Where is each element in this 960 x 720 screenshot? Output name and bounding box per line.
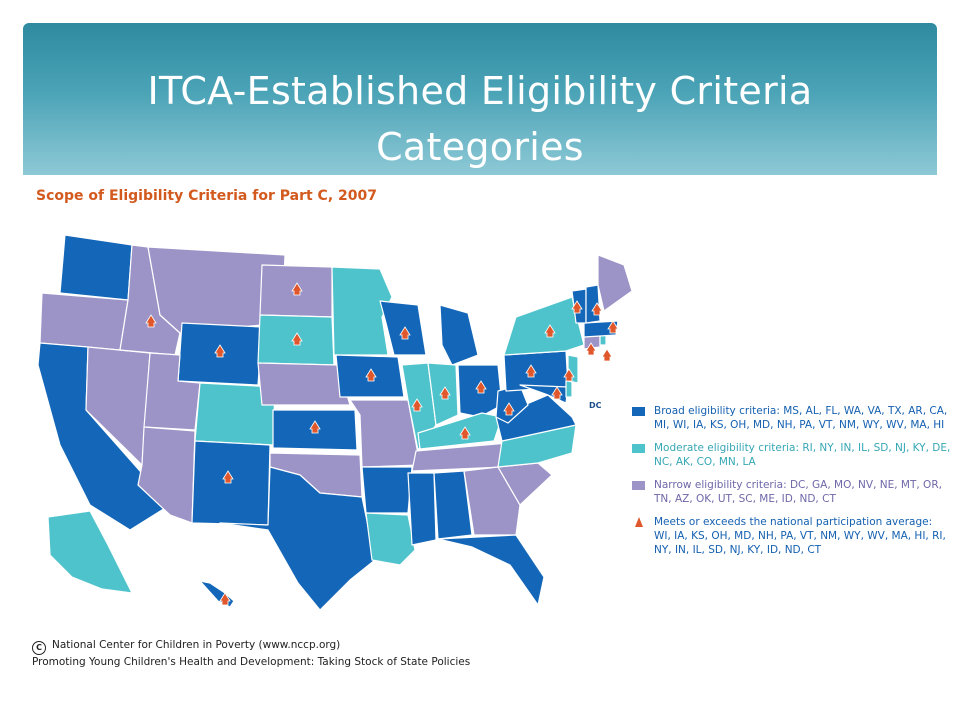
state-va xyxy=(495,394,577,442)
state-ga xyxy=(463,466,521,536)
marker-ma xyxy=(607,320,619,334)
marker-vt xyxy=(571,300,583,314)
state-wi xyxy=(379,300,427,356)
state-mo xyxy=(349,399,421,468)
state-ny xyxy=(503,296,585,356)
slide-header: ITCA-Established Eligibility Criteria Ca… xyxy=(23,23,937,175)
marker-wi xyxy=(399,326,411,340)
state-ma xyxy=(583,320,619,338)
legend-moderate-swatch xyxy=(632,444,645,453)
dc-label: DC xyxy=(589,401,602,410)
legend-narrow-swatch xyxy=(632,481,645,490)
marker-nj xyxy=(563,368,575,382)
state-tx xyxy=(219,466,376,611)
marker-md xyxy=(551,386,563,400)
state-de xyxy=(565,380,573,398)
state-fl xyxy=(437,534,545,606)
marker-nh xyxy=(591,302,603,316)
state-pa xyxy=(503,350,569,392)
marker-ks xyxy=(309,420,321,434)
state-az xyxy=(137,426,196,524)
state-al xyxy=(433,470,473,540)
figure-title: Scope of Eligibility Criteria for Part C… xyxy=(36,188,377,204)
legend-broad-swatch xyxy=(632,407,645,416)
marker-ct xyxy=(585,342,597,356)
state-ne xyxy=(257,362,351,406)
legend-meets: Meets or exceeds the national participat… xyxy=(632,515,952,557)
marker-nd xyxy=(291,282,303,296)
marker-ia xyxy=(365,368,377,382)
map-legend: Broad eligibility criteria: MS, AL, FL, … xyxy=(632,404,952,566)
state-me xyxy=(597,254,633,312)
legend-meets-label: Meets or exceeds the national participat… xyxy=(654,516,946,556)
marker-wy xyxy=(214,344,226,358)
state-mn xyxy=(331,266,393,356)
credit-line1: National Center for Children in Poverty … xyxy=(52,639,341,651)
marker-oh xyxy=(475,380,487,394)
legend-broad-label: Broad eligibility criteria: MS, AL, FL, … xyxy=(654,405,948,431)
marker-ky xyxy=(459,426,471,440)
state-hi xyxy=(199,580,235,608)
copyright-icon: C xyxy=(32,641,46,655)
marker-sd xyxy=(291,332,303,346)
legend-moderate-label: Moderate eligibility criteria: RI, NY, I… xyxy=(654,442,951,468)
arrow-up-icon xyxy=(635,517,643,527)
marker-pa xyxy=(525,364,537,378)
slide-title: ITCA-Established Eligibility Criteria Ca… xyxy=(23,63,937,175)
credit-line2: Promoting Young Children's Health and De… xyxy=(32,656,471,668)
legend-moderate: Moderate eligibility criteria: RI, NY, I… xyxy=(632,441,952,469)
marker-nm xyxy=(222,470,234,484)
marker-hi xyxy=(219,592,231,606)
slide-title-line2: Categories xyxy=(376,125,584,169)
state-ar xyxy=(361,466,413,514)
legend-narrow-label: Narrow eligibility criteria: DC, GA, MO,… xyxy=(654,479,942,505)
state-wa xyxy=(59,234,133,301)
marker-il xyxy=(411,398,423,412)
state-la xyxy=(365,512,416,566)
legend-narrow: Narrow eligibility criteria: DC, GA, MO,… xyxy=(632,478,952,506)
state-or xyxy=(39,292,129,351)
state-ms xyxy=(407,472,437,546)
slide-title-line1: ITCA-Established Eligibility Criteria xyxy=(147,69,813,113)
map-credit: C National Center for Children in Poverty… xyxy=(32,638,470,669)
marker-ri xyxy=(601,348,613,362)
state-ky xyxy=(417,412,503,450)
marker-in xyxy=(439,386,451,400)
marker-wv xyxy=(503,402,515,416)
us-map xyxy=(37,234,633,611)
state-mi xyxy=(439,304,479,366)
legend-broad: Broad eligibility criteria: MS, AL, FL, … xyxy=(632,404,952,432)
marker-ny xyxy=(544,324,556,338)
marker-id xyxy=(145,314,157,328)
state-ak xyxy=(47,510,133,594)
